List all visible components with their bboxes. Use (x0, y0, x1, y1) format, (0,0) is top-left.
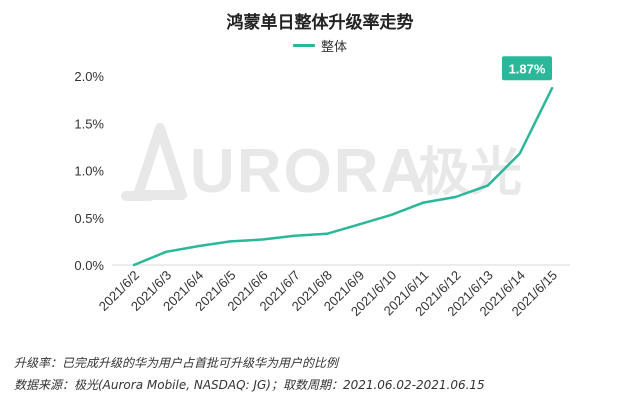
legend: 整体 (0, 36, 640, 55)
data-point (550, 87, 554, 90)
data-point (486, 184, 489, 187)
y-tick-label: 1.0% (74, 164, 104, 179)
y-tick-label: 2.0% (74, 69, 104, 84)
watermark-text: URORA (190, 137, 427, 206)
annotation-box (502, 56, 552, 81)
data-point (390, 213, 393, 217)
data-point (261, 238, 264, 241)
y-tick-label: 1.5% (74, 116, 104, 131)
data-point (164, 250, 168, 253)
footnote-definition: 升级率：已完成升级的华为用户占首批可升级华为用户的比例 (14, 356, 339, 370)
x-axis: 2021/6/22021/6/32021/6/42021/6/52021/6/6… (96, 268, 560, 320)
watermark: URORA 极光 (121, 123, 522, 206)
series-line (132, 87, 554, 267)
watermark-logo-icon (121, 123, 187, 201)
data-point (454, 195, 457, 199)
data-point (518, 152, 522, 155)
data-point (325, 232, 329, 236)
data-point (132, 263, 136, 267)
chart-title: 鸿蒙单日整体升级率走势 (226, 13, 414, 33)
legend-swatch (292, 44, 315, 47)
footnote-source: 数据来源：极光(Aurora Mobile, NASDAQ: JG)；取数周期：… (14, 378, 485, 392)
y-tick-label: 0.0% (74, 258, 104, 273)
data-point (293, 234, 296, 237)
annotation-label: 1.87% (509, 61, 546, 76)
data-point (229, 240, 232, 243)
y-tick-label: 0.5% (74, 211, 104, 226)
annotation-group: 1.87% (502, 56, 552, 81)
data-point (422, 201, 425, 204)
legend-label: 整体 (320, 40, 347, 55)
y-axis: 0.0% 0.5% 1.0% 1.5% 2.0% (74, 69, 104, 273)
series-group (132, 87, 554, 267)
data-point (197, 244, 200, 248)
watermark-text-cn: 极光 (418, 143, 522, 203)
data-point (357, 223, 361, 226)
